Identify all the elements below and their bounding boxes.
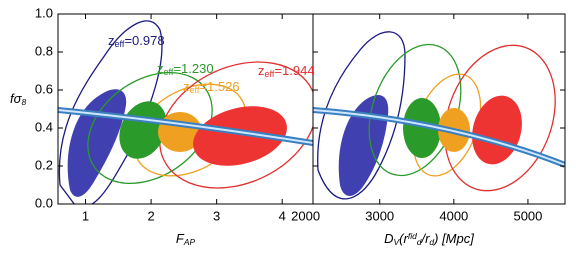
contour-orange-outer — [133, 83, 247, 177]
label-part: fid — [408, 231, 417, 241]
label-part: (r — [399, 231, 408, 246]
annotation-value: =1.526 — [199, 79, 239, 94]
contour-green-outer — [87, 71, 213, 185]
annotation-symbol: z — [108, 33, 115, 48]
contour-red-inner — [472, 95, 522, 165]
contour-blue-inner — [67, 89, 127, 197]
x-tick-label: 2000 — [291, 208, 320, 223]
x-tick-label: 2 — [147, 208, 154, 223]
label-part: /r — [420, 231, 430, 246]
label-part: d — [417, 237, 422, 247]
annotation-value: =1.944 — [274, 63, 314, 78]
annotation-symbol: z — [258, 63, 265, 78]
contour-green-inner — [403, 98, 441, 158]
contour-red-outer — [159, 61, 313, 189]
model-band-center — [58, 109, 313, 144]
y-tick-label: 1.0 — [35, 5, 53, 20]
annotation-value: =1.230 — [173, 61, 213, 76]
annotation: zeff=1.230 — [157, 61, 214, 77]
annotation-sub: eff — [265, 69, 275, 79]
axis-label: FAP — [176, 231, 196, 246]
x-tick-label: 5000 — [513, 208, 542, 223]
right-frame — [312, 13, 566, 205]
annotation-symbol: z — [183, 79, 190, 94]
left-panel-contours — [58, 20, 313, 204]
x-tick-label: 4 — [279, 208, 286, 223]
label-part: V — [394, 237, 401, 247]
label-part: ) [Mpc] — [432, 231, 474, 246]
y-tick-label: 0.2 — [35, 157, 53, 172]
contour-blue-outer — [317, 31, 406, 200]
label-part: AP — [183, 237, 196, 247]
x-tick-label: 3000 — [365, 208, 394, 223]
contour-blue-inner — [338, 95, 389, 196]
model-band-center — [313, 109, 565, 166]
axis-label: DV(rfidd/rd) [Mpc] — [384, 231, 474, 247]
y-tick-label: 0.4 — [35, 119, 53, 134]
annotation: zeff=1.526 — [183, 79, 240, 95]
right-panel-contours — [313, 31, 565, 200]
label-part: fσ — [10, 91, 23, 106]
y-tick-label: 0.0 — [35, 195, 53, 210]
annotation-sub: eff — [115, 39, 125, 49]
annotation: zeff=0.978 — [108, 33, 165, 49]
annotation: zeff=1.944 — [258, 63, 315, 79]
x-tick-label: 3 — [213, 208, 220, 223]
contour-red-inner — [193, 106, 287, 166]
annotation-symbol: z — [157, 61, 164, 76]
annotation-sub: eff — [164, 67, 174, 77]
label-part: F — [176, 231, 185, 246]
y-tick-label: 0.8 — [35, 43, 53, 58]
contour-blue-outer — [58, 20, 163, 204]
annotation-value: =0.978 — [124, 33, 164, 48]
contour-red-outer — [444, 44, 556, 192]
label-part: D — [384, 231, 393, 246]
y-tick-label: 0.6 — [35, 81, 53, 96]
x-tick-label: 1 — [82, 208, 89, 223]
label-part: d — [429, 237, 434, 247]
label-part: 8 — [21, 97, 26, 107]
annotation-sub: eff — [190, 85, 200, 95]
x-tick-label: 4000 — [439, 208, 468, 223]
axis-label: fσ8 — [10, 91, 26, 106]
